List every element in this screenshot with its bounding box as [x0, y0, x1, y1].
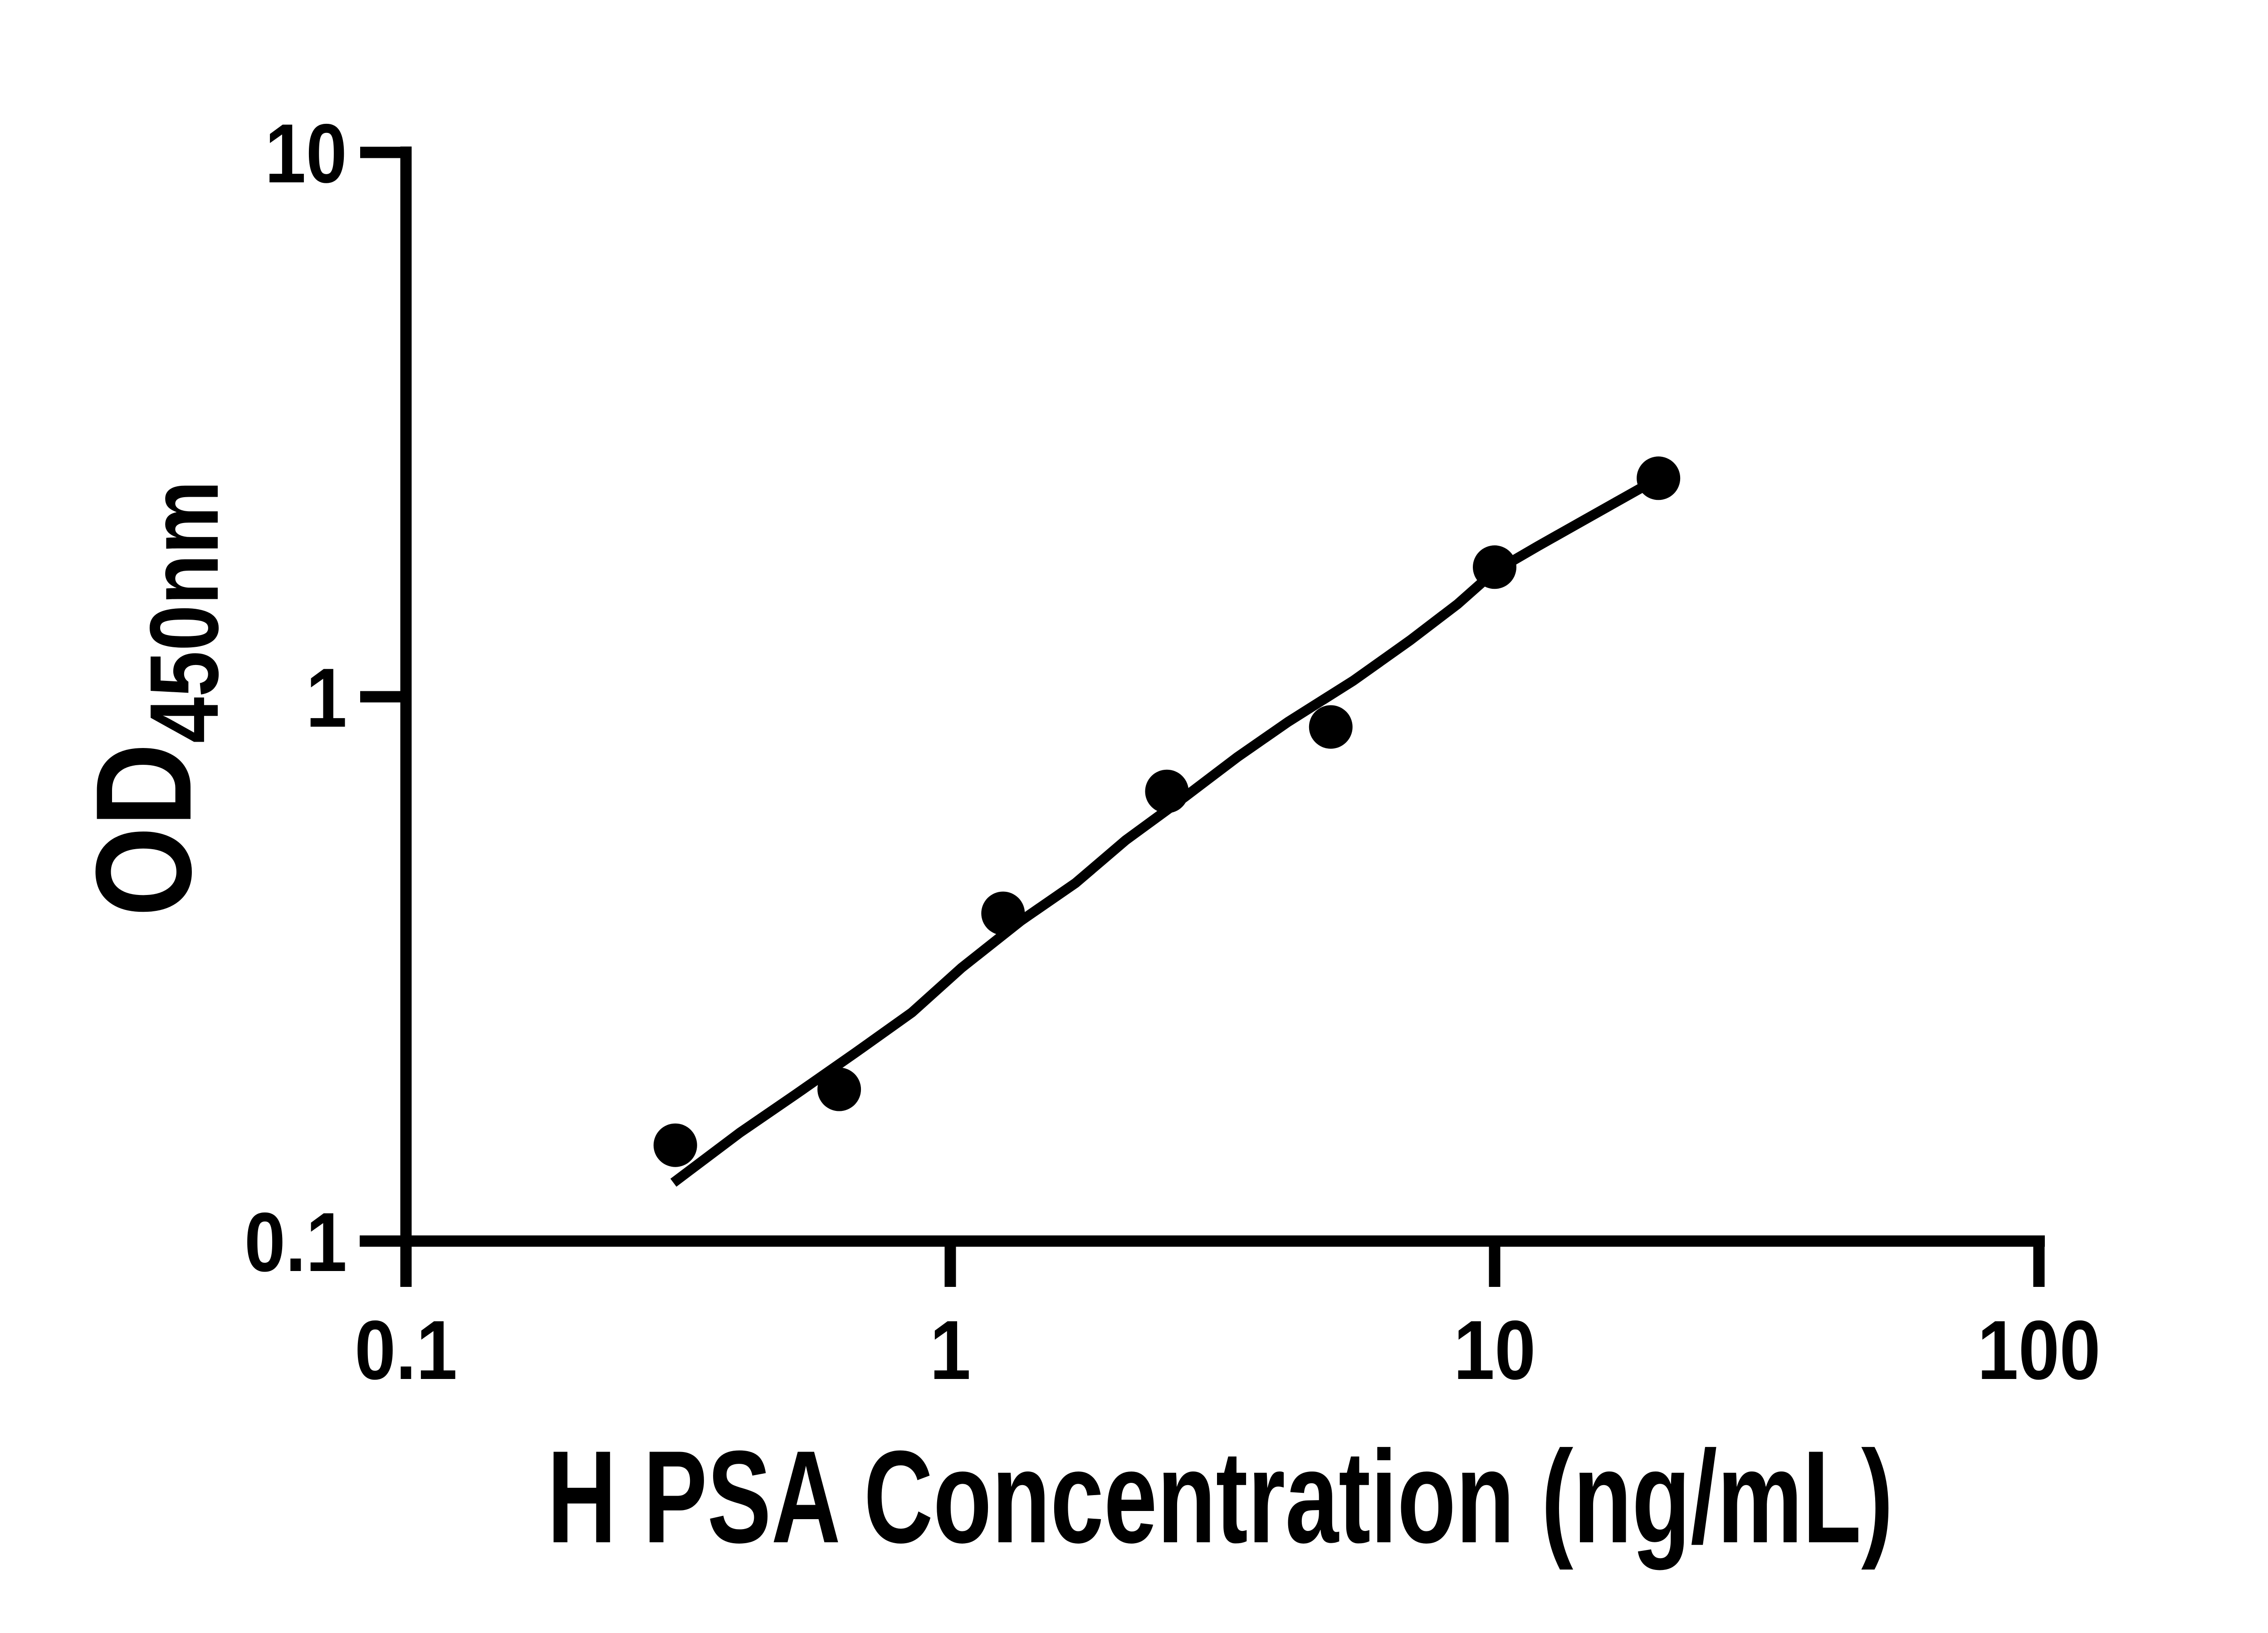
y-axis-title-subscript: 450nm [130, 480, 239, 743]
fit-line-group [670, 474, 1661, 1187]
data-point [1145, 769, 1189, 813]
data-point [981, 891, 1025, 935]
y-tick-labels: 10 1 0.1 [244, 106, 347, 1289]
y-tick-marks [360, 147, 406, 1247]
x-tick-label: 10 [1453, 1303, 1535, 1397]
y-axis: 10 1 0.1 OD450nm [67, 106, 412, 1289]
data-point [1473, 545, 1516, 589]
x-tick-label: 100 [1977, 1303, 2101, 1397]
x-axis-title: H PSA Concentration (ng/mL) [547, 1423, 1893, 1570]
x-tick-label: 0.1 [355, 1303, 457, 1397]
fit-line [670, 474, 1661, 1187]
data-point [1637, 456, 1681, 500]
y-tick-label: 10 [265, 106, 347, 200]
x-axis: 0.1 1 10 100 H PSA Concentration (ng/mL) [355, 1235, 2101, 1570]
x-tick-marks [400, 1241, 2045, 1287]
data-points-group [653, 456, 1681, 1167]
y-tick-label: 1 [306, 650, 347, 744]
y-axis-title-main: OD [67, 743, 219, 917]
y-axis-title: OD450nm [67, 480, 239, 917]
x-tick-labels: 0.1 1 10 100 [355, 1303, 2101, 1397]
data-point [817, 1067, 861, 1111]
data-point [1309, 705, 1353, 749]
y-tick-label: 0.1 [244, 1195, 347, 1289]
data-point [653, 1123, 697, 1167]
x-tick-label: 1 [930, 1303, 971, 1397]
